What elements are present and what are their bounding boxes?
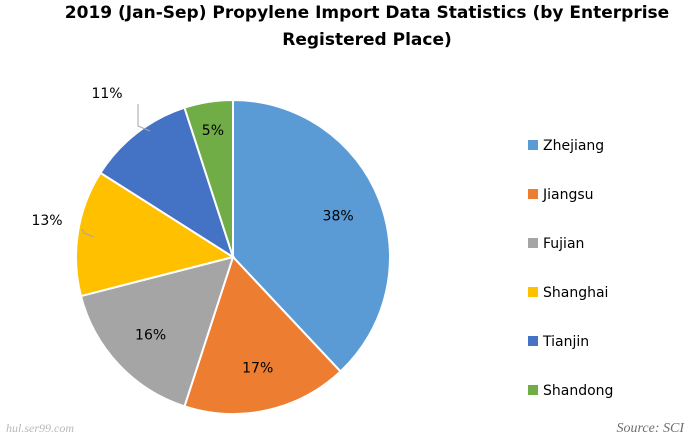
legend-label-jiangsu: Jiangsu <box>542 187 594 203</box>
data-label-shandong: 5% <box>202 123 224 139</box>
data-label-fujian: 16% <box>135 327 166 343</box>
legend: Zhejiang Jiangsu Fujian Shanghai Tianjin Shan… <box>528 138 613 399</box>
data-labels: 38% 17% 16% 13% 11% 5% <box>31 86 353 376</box>
data-label-shanghai: 13% <box>31 213 62 229</box>
data-label-tianjin: 11% <box>91 86 122 102</box>
pie-slice-zhejiang <box>232 98 391 373</box>
pie-slice-shanghai <box>75 171 236 298</box>
watermark: hul.ser99.com <box>6 421 74 435</box>
legend-swatch-shanghai <box>528 287 538 297</box>
pie-slices <box>75 98 391 416</box>
legend-swatch-tianjin <box>528 336 538 346</box>
pie-slice-jiangsu <box>183 255 342 416</box>
pie-slice-shandong <box>183 98 234 258</box>
legend-label-shandong: Shandong <box>543 383 613 399</box>
legend-label-fujian: Fujian <box>543 236 584 252</box>
leader-line-shanghai <box>81 228 95 238</box>
leader-line-tianjin <box>137 104 151 132</box>
chart-title-line-1: 2019 (Jan-Sep) Propylene Import Data Sta… <box>65 3 669 23</box>
legend-label-shanghai: Shanghai <box>543 285 608 301</box>
legend-label-zhejiang: Zhejiang <box>543 138 604 154</box>
source-note: Source: SCI <box>616 421 685 436</box>
legend-swatch-fujian <box>528 238 538 248</box>
pie-slice-fujian <box>79 255 235 408</box>
leader-lines <box>81 104 151 238</box>
legend-swatch-zhejiang <box>528 140 538 150</box>
data-label-jiangsu: 17% <box>242 360 273 376</box>
legend-swatch-shandong <box>528 385 538 395</box>
legend-label-tianjin: Tianjin <box>542 334 589 350</box>
pie-slice-tianjin <box>99 106 235 260</box>
chart-title-line-2: Registered Place) <box>282 30 452 50</box>
data-label-zhejiang: 38% <box>323 208 354 224</box>
legend-swatch-jiangsu <box>528 189 538 199</box>
